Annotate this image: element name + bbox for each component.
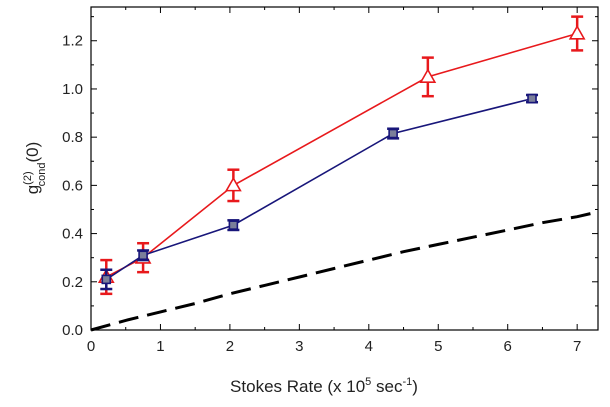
plot-layer: 0 1 2 3 4 5 6 7 0.0 0.2 0.4 0.6 0.8 1.0 1.2 [62,6,599,355]
y-tick-label: 0.6 [62,177,83,194]
series-1-line [105,97,533,281]
y-axis-title: g(2) cond(0) [22,142,48,195]
series-1-point [388,128,398,139]
series-1-point [101,274,112,285]
y-tick-label: 0.8 [62,129,83,146]
y-tick-label: 0.0 [62,322,83,339]
x-tick-label: 3 [295,338,303,355]
x-tick-label: 5 [434,338,442,355]
x-tick-label: 4 [365,338,373,355]
y-tick-label: 0.4 [62,226,83,243]
series-0-point [419,68,437,83]
x-tick-label: 7 [573,338,581,355]
x-tick-label: 0 [87,338,95,355]
x-tick-label: 1 [156,338,164,355]
series-1-point [138,250,148,261]
series-1-point [527,93,537,104]
series-0-point [224,176,242,192]
x-tick-label: 2 [226,338,234,355]
y-tick-label: 0.2 [62,274,83,291]
x-axis-title: Stokes Rate (x 105 sec-1) [230,376,418,396]
series-0-point [568,24,586,40]
series-1-point [228,220,239,230]
y-tick-label: 1.0 [62,81,83,98]
x-tick-label: 6 [504,338,512,355]
series-0-line [105,32,578,278]
plot-frame [90,6,599,331]
y-tick-label: 1.2 [62,33,83,50]
series-2-dashed-line [90,210,599,332]
